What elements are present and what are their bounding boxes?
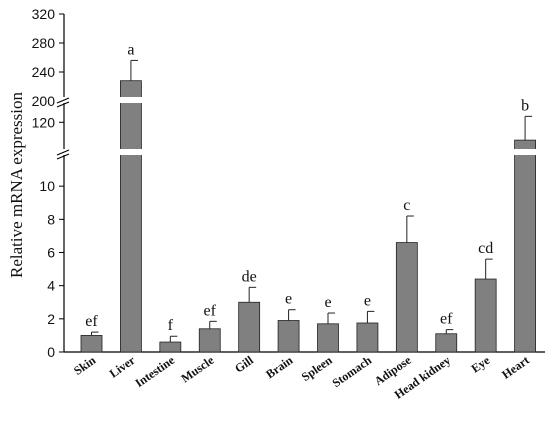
- y-tick-label: 320: [32, 6, 56, 22]
- chart-bars: [80, 59, 537, 353]
- y-tick-label: 2: [47, 311, 55, 327]
- x-tick-label: Stomach: [330, 353, 375, 390]
- y-tick-label: 200: [32, 93, 56, 109]
- axis-break-mark: [56, 149, 70, 156]
- significance-label: ef: [204, 302, 217, 319]
- significance-label: e: [285, 291, 292, 308]
- x-tick-label: Gill: [232, 353, 256, 376]
- axis-break-mark: [56, 97, 70, 104]
- y-axis-label: Relative mRNA expression: [7, 91, 26, 278]
- y-tick-label: 8: [47, 211, 55, 227]
- bar-heart: [514, 139, 536, 353]
- axis-break-mark: [56, 153, 70, 160]
- bar-brain: [277, 320, 300, 353]
- x-tick-label: Muscle: [178, 353, 217, 386]
- bar-stomach: [356, 322, 379, 353]
- bar-adipose: [395, 242, 418, 353]
- x-tick-label: Heart: [499, 353, 532, 382]
- significance-label: cd: [478, 240, 493, 257]
- bar-skin: [80, 335, 103, 353]
- significance-label: b: [521, 97, 529, 114]
- bar-head-kidney: [435, 333, 458, 353]
- bar-break-band: [513, 149, 537, 155]
- significance-label: f: [168, 317, 174, 334]
- significance-label: e: [324, 294, 331, 311]
- x-tick-label: Brain: [263, 353, 295, 381]
- y-tick-label: 280: [32, 35, 56, 51]
- x-tick-label: Skin: [71, 353, 98, 378]
- significance-label: de: [242, 268, 257, 285]
- significance-label: ef: [440, 311, 453, 328]
- chart-axes: [56, 13, 545, 353]
- bar-break-band: [119, 149, 143, 155]
- bar-intestine: [159, 341, 182, 353]
- significance-label: e: [364, 292, 371, 309]
- y-tick-label: 240: [32, 64, 56, 80]
- significance-label: a: [127, 41, 134, 58]
- x-tick-label: Intestine: [132, 353, 177, 390]
- bar-gill: [238, 301, 261, 353]
- bar-liver: [120, 80, 142, 353]
- y-tick-label: 10: [39, 178, 55, 194]
- bar-spleen: [317, 323, 339, 353]
- y-tick-label: 0: [47, 344, 55, 360]
- bar-muscle: [198, 328, 221, 353]
- significance-label: c: [403, 197, 410, 214]
- y-tick-label: 6: [47, 245, 55, 261]
- y-tick-label: 4: [47, 278, 55, 294]
- significance-label: ef: [85, 313, 98, 330]
- y-tick-label: 120: [32, 114, 56, 130]
- bar-eye: [474, 278, 497, 353]
- axis-break-mark: [56, 101, 70, 108]
- x-tick-label: Liver: [107, 353, 139, 381]
- x-tick-label: Eye: [469, 353, 493, 376]
- bar-break-band: [119, 97, 143, 103]
